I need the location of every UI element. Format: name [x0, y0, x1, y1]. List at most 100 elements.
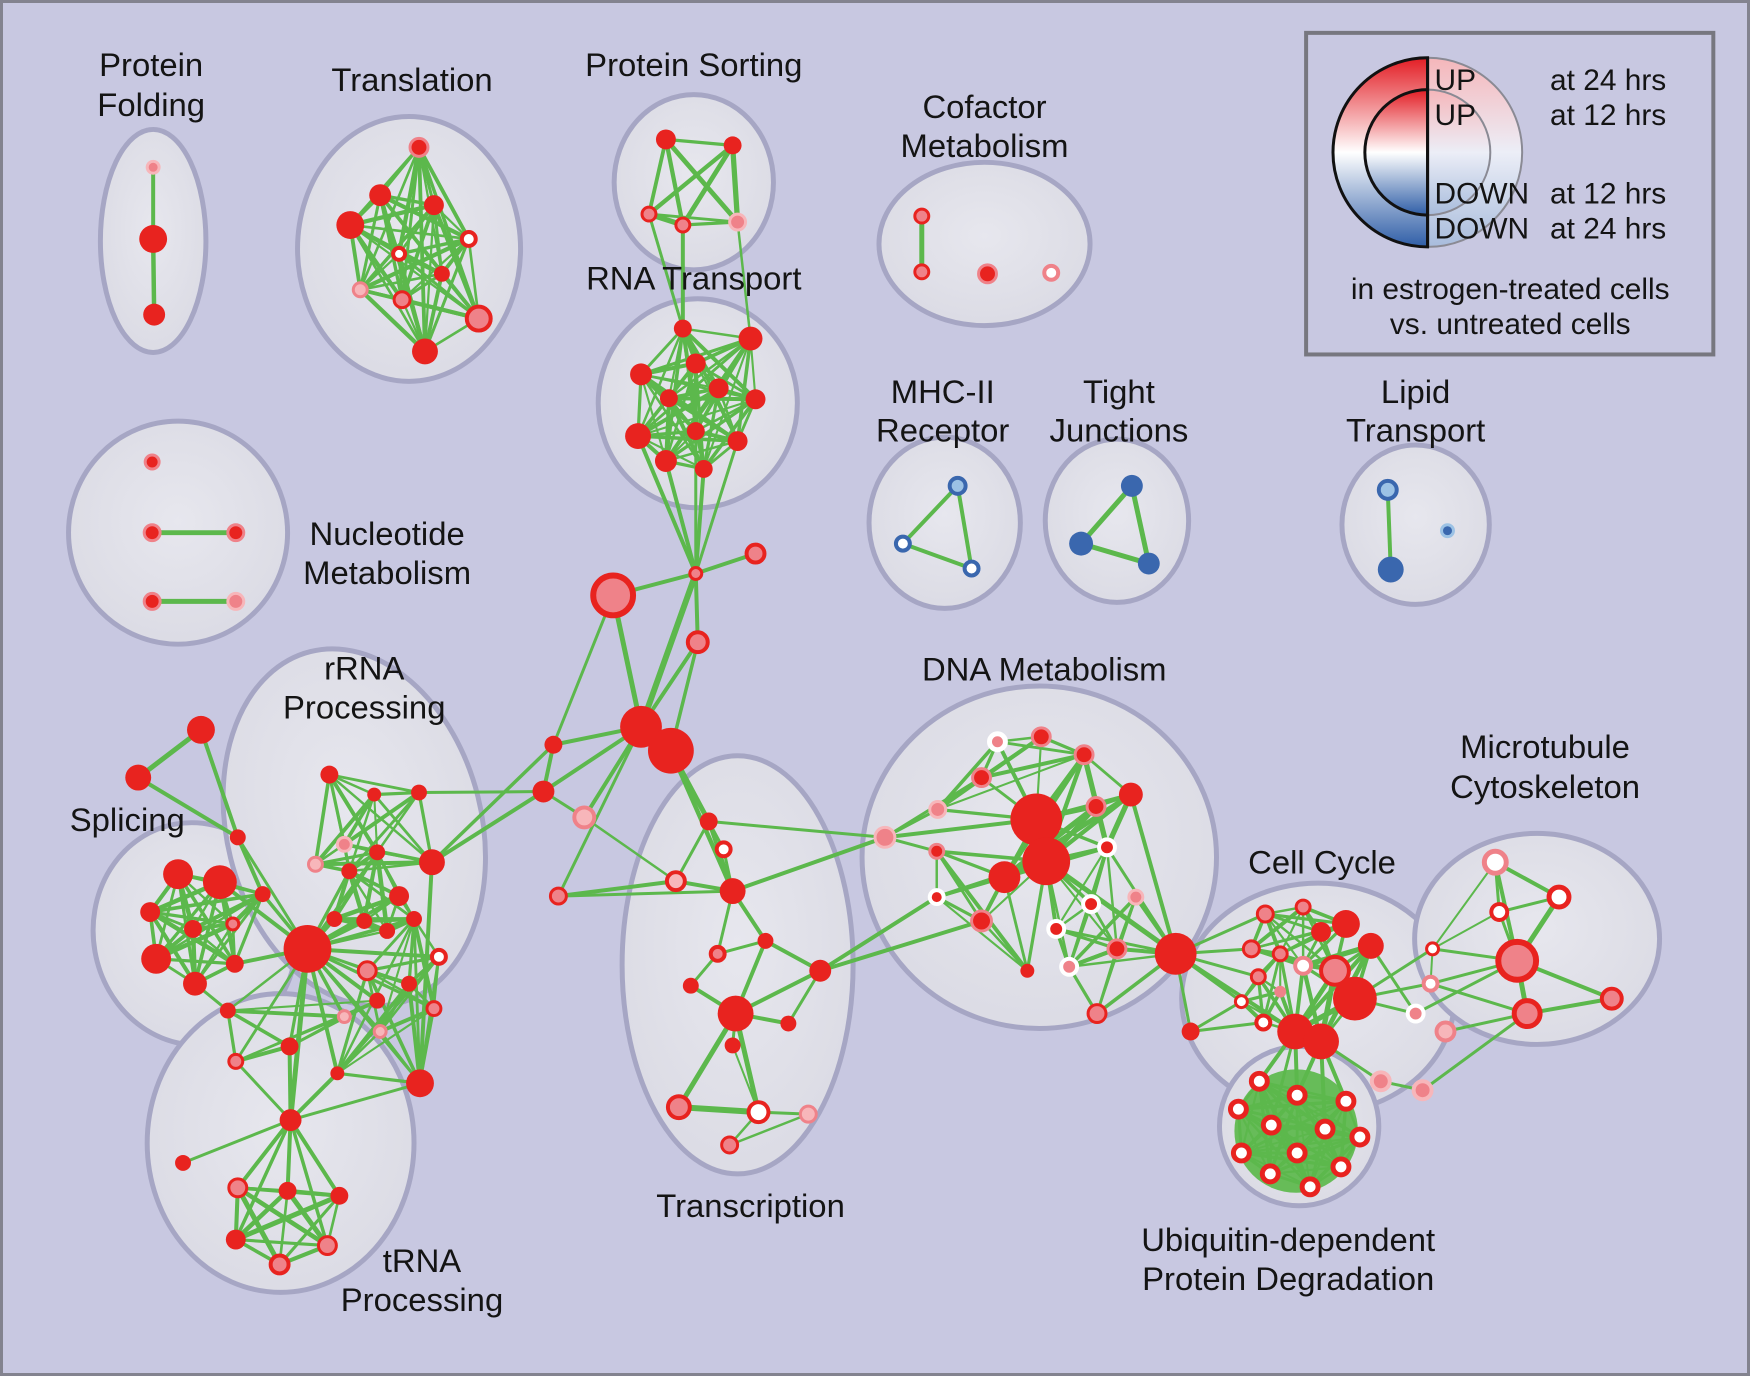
node-cn3: [572, 805, 597, 830]
node-tn3: [278, 1181, 297, 1200]
node-nm4: [142, 591, 162, 611]
node-j2: [744, 542, 767, 565]
edge-tr13-tr14: [675, 1104, 762, 1116]
edge-tj1-tj3: [1129, 483, 1152, 567]
node-rr5: [306, 855, 324, 873]
node-dm18: [1059, 956, 1080, 977]
edge-tn5-tn6: [234, 1238, 329, 1248]
node-tr13: [665, 1094, 692, 1121]
edge-tr5-tr4: [556, 889, 735, 898]
edge-tn2-tn7: [235, 1185, 283, 1267]
node-rr22: [369, 992, 386, 1009]
node-rt3: [630, 363, 652, 386]
edge-mt5-mt7: [1429, 982, 1529, 1016]
edge-t3-t10: [431, 203, 481, 321]
edge-cn2-rr3: [417, 790, 545, 795]
node-t9: [392, 290, 412, 310]
edge-rr1-rr5: [313, 772, 332, 867]
edge-rr7-rr11: [347, 868, 367, 924]
node-nm5: [226, 591, 246, 611]
edge-rr13-rr15: [365, 917, 416, 973]
node-ub5: [1260, 1114, 1282, 1136]
edge-tj1-tj2: [1078, 483, 1135, 547]
edge-cn1-rr8: [430, 743, 556, 864]
node-tr16: [720, 1135, 740, 1155]
edge-ps5-rt2: [736, 220, 752, 340]
node-c2: [913, 263, 931, 281]
node-tn5: [225, 1229, 246, 1250]
node-rt12: [694, 459, 713, 478]
edge-rr2-rr5: [313, 792, 377, 867]
node-tn7: [268, 1253, 291, 1276]
edge-ub3-ub4: [1236, 1099, 1348, 1111]
edge-t5-t6: [397, 237, 471, 256]
edge-cc2-cc6: [1249, 905, 1306, 951]
edge-tn0-rr26: [288, 1071, 340, 1123]
edge-t3-t4: [348, 203, 437, 228]
node-rr15: [356, 960, 378, 982]
cluster-protein-folding-label: Protein: [99, 46, 203, 83]
edge-rr8-rr27: [418, 860, 434, 1086]
node-rr20: [280, 1037, 299, 1056]
edge-rr18-rr20: [226, 1008, 292, 1049]
node-m2: [893, 534, 912, 553]
node-cc0: [1154, 932, 1197, 975]
edge-j1-hub1: [638, 570, 699, 730]
node-tr12: [724, 1037, 741, 1054]
cluster-mhc-ii-receptor-ellipse: [866, 434, 1023, 611]
node-tr10: [717, 995, 754, 1032]
node-t4: [336, 211, 365, 239]
node-rr11: [356, 913, 373, 929]
node-tn6: [316, 1235, 338, 1257]
cluster-lipid-transport-label: Transport: [1346, 412, 1485, 449]
edge-cc17-cc5: [1369, 944, 1418, 1016]
node-tr6: [708, 944, 727, 963]
edge-dm10-cc0: [1043, 858, 1179, 957]
edge-ps3-ps5: [647, 212, 739, 224]
edge-tn0-tn6: [288, 1118, 330, 1248]
node-j1: [688, 566, 704, 581]
node-sp2: [163, 859, 193, 890]
edge-dm3-dm5: [936, 753, 1086, 811]
node-tn2: [227, 1177, 249, 1199]
node-ub9: [1286, 1142, 1308, 1164]
node-t11: [412, 338, 438, 365]
cluster-ubiquitin-dependent-protein-degradation-label: Protein Degradation: [1142, 1260, 1434, 1297]
edge-rr24-rr26: [336, 1007, 435, 1075]
node-rr2: [367, 787, 382, 802]
edge-ps2-ps4: [680, 142, 736, 228]
edge-tn4-tn5: [233, 1193, 342, 1243]
node-lp1: [1376, 478, 1399, 501]
edge-tn4-tn7: [278, 1194, 341, 1267]
node-tr5: [548, 886, 568, 906]
node-tr4: [719, 878, 746, 905]
node-ub10: [1330, 1156, 1352, 1178]
node-rt4: [685, 353, 706, 374]
node-sp4: [140, 902, 161, 922]
edge-tr8-dm13: [818, 895, 939, 973]
edge-mt3-mt4: [1431, 911, 1501, 950]
node-rt2: [738, 326, 763, 351]
cluster-dna-metabolism-label: DNA Metabolism: [922, 651, 1167, 688]
edge-rt7-rt10: [667, 396, 740, 443]
node-dm21: [1086, 1003, 1108, 1025]
edge-cc0b-cc14: [1189, 1021, 1265, 1033]
edge-rt8-j1: [636, 434, 698, 576]
node-dm10: [1022, 837, 1071, 886]
node-tr8: [809, 959, 832, 982]
edge-rt6-rt8: [636, 398, 757, 438]
node-mt4: [1425, 941, 1441, 957]
legend-dir-down-12: DOWN: [1435, 178, 1530, 211]
edge-tr1-dc1: [707, 819, 887, 839]
edge-rt6-rt11: [664, 397, 758, 463]
edge-tr8-dm14: [818, 918, 984, 973]
node-rt8: [625, 423, 651, 450]
edge-rt10-j1: [694, 439, 740, 575]
edge-ubx2-mt7: [1421, 1012, 1529, 1092]
node-t5: [459, 230, 478, 248]
node-t1: [408, 136, 430, 158]
cluster-transcription-label: Transcription: [656, 1187, 845, 1224]
node-t10: [464, 304, 493, 333]
node-mt6: [1495, 938, 1540, 983]
